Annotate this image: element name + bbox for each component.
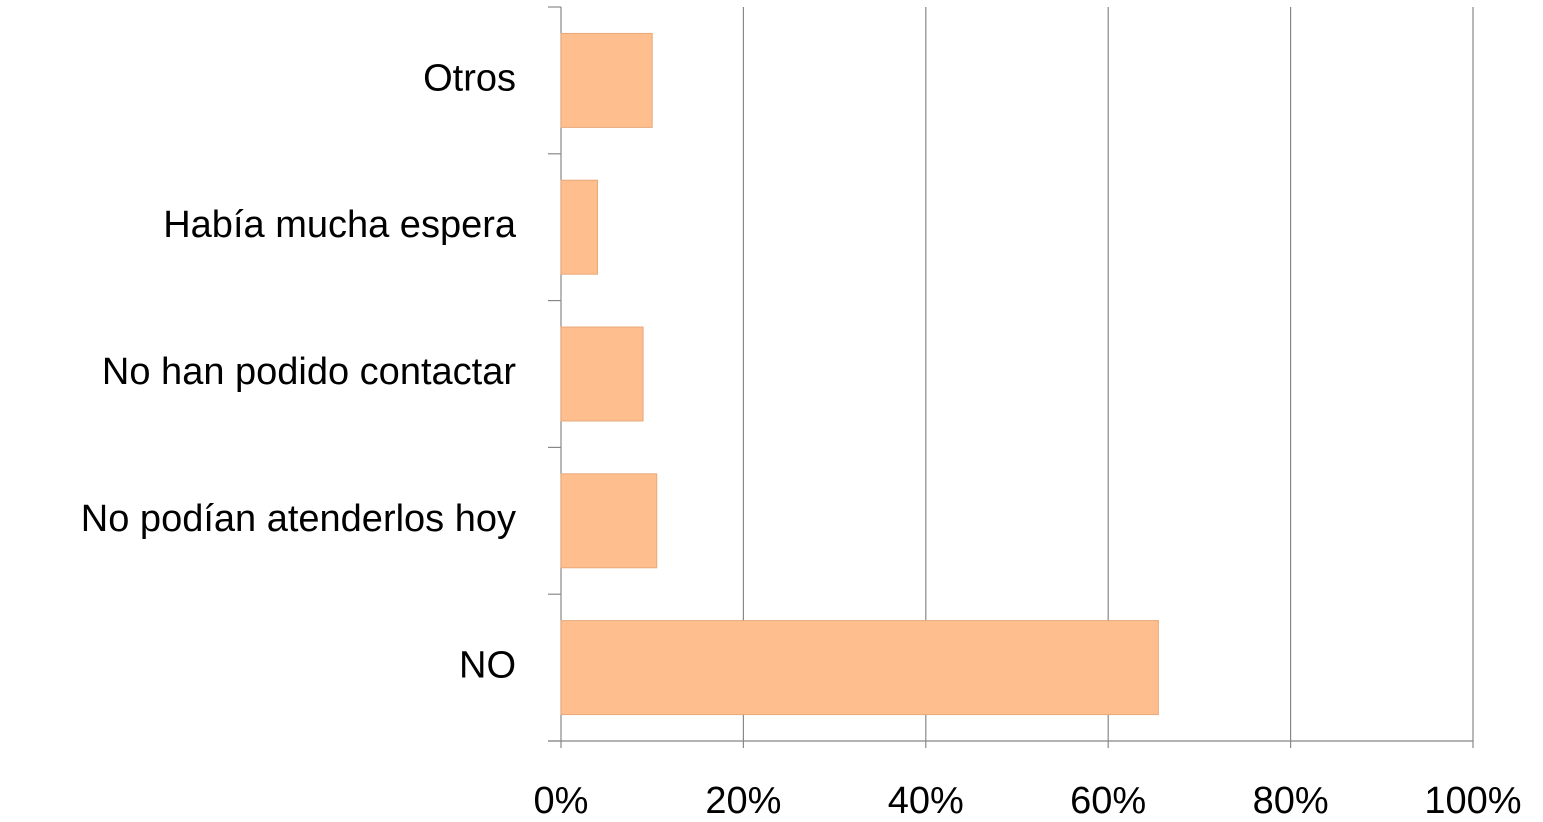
y-tick-label: NO [459,645,516,687]
x-tick-label: 80% [1253,780,1329,822]
bar [560,620,1159,716]
bar [560,326,644,422]
y-tick-label: No han podido contactar [102,351,516,393]
x-tick-label: 40% [888,780,964,822]
x-tick-label: 20% [705,780,781,822]
bar [560,473,658,569]
x-tick-label: 0% [534,780,589,822]
bar [560,179,598,275]
x-tick-label: 60% [1070,780,1146,822]
y-tick-label: No podían atenderlos hoy [81,498,516,540]
y-tick-label: Había mucha espera [163,204,517,246]
x-tick-label: 100% [1424,780,1521,822]
y-tick-label: Otros [423,57,516,99]
bar [560,32,653,128]
